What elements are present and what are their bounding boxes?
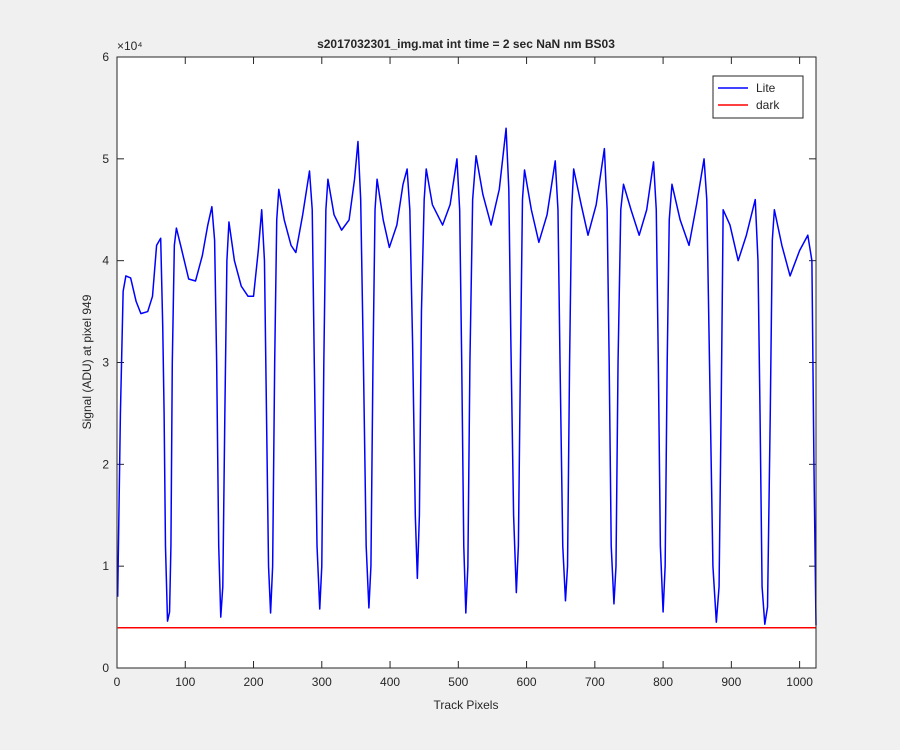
- legend-box: [712, 75, 804, 119]
- y-exponent: ×10⁴: [117, 39, 143, 53]
- series-line: [116, 127, 817, 626]
- x-axis-label: Track Pixels: [434, 698, 499, 712]
- legend-label: dark: [756, 98, 780, 112]
- x-tick-label: 600: [517, 675, 537, 689]
- x-tick-label: 200: [244, 675, 264, 689]
- plot-frame: [116, 56, 817, 669]
- y-tick-label: 5: [102, 152, 109, 166]
- x-tick-label: 100: [175, 675, 195, 689]
- y-axis-label: Signal (ADU) at pixel 949: [80, 294, 94, 429]
- y-tick-label: 2: [102, 457, 109, 471]
- chart-title: s2017032301_img.mat int time = 2 sec NaN…: [317, 37, 615, 51]
- y-tick-label: 1: [102, 559, 109, 573]
- plot-area: [117, 57, 816, 668]
- x-tick-label: 300: [312, 675, 332, 689]
- x-tick-label: 1000: [786, 675, 813, 689]
- legend-label: Lite: [756, 81, 776, 95]
- y-tick-label: 3: [102, 356, 109, 370]
- y-tick-label: 4: [102, 254, 109, 268]
- x-tick-label: 400: [380, 675, 400, 689]
- x-tick-label: 800: [653, 675, 673, 689]
- y-tick-label: 0: [102, 661, 109, 675]
- y-tick-label: 6: [102, 50, 109, 64]
- x-tick-label: 0: [114, 675, 121, 689]
- x-tick-label: 500: [448, 675, 468, 689]
- x-tick-label: 700: [585, 675, 605, 689]
- x-tick-label: 900: [721, 675, 741, 689]
